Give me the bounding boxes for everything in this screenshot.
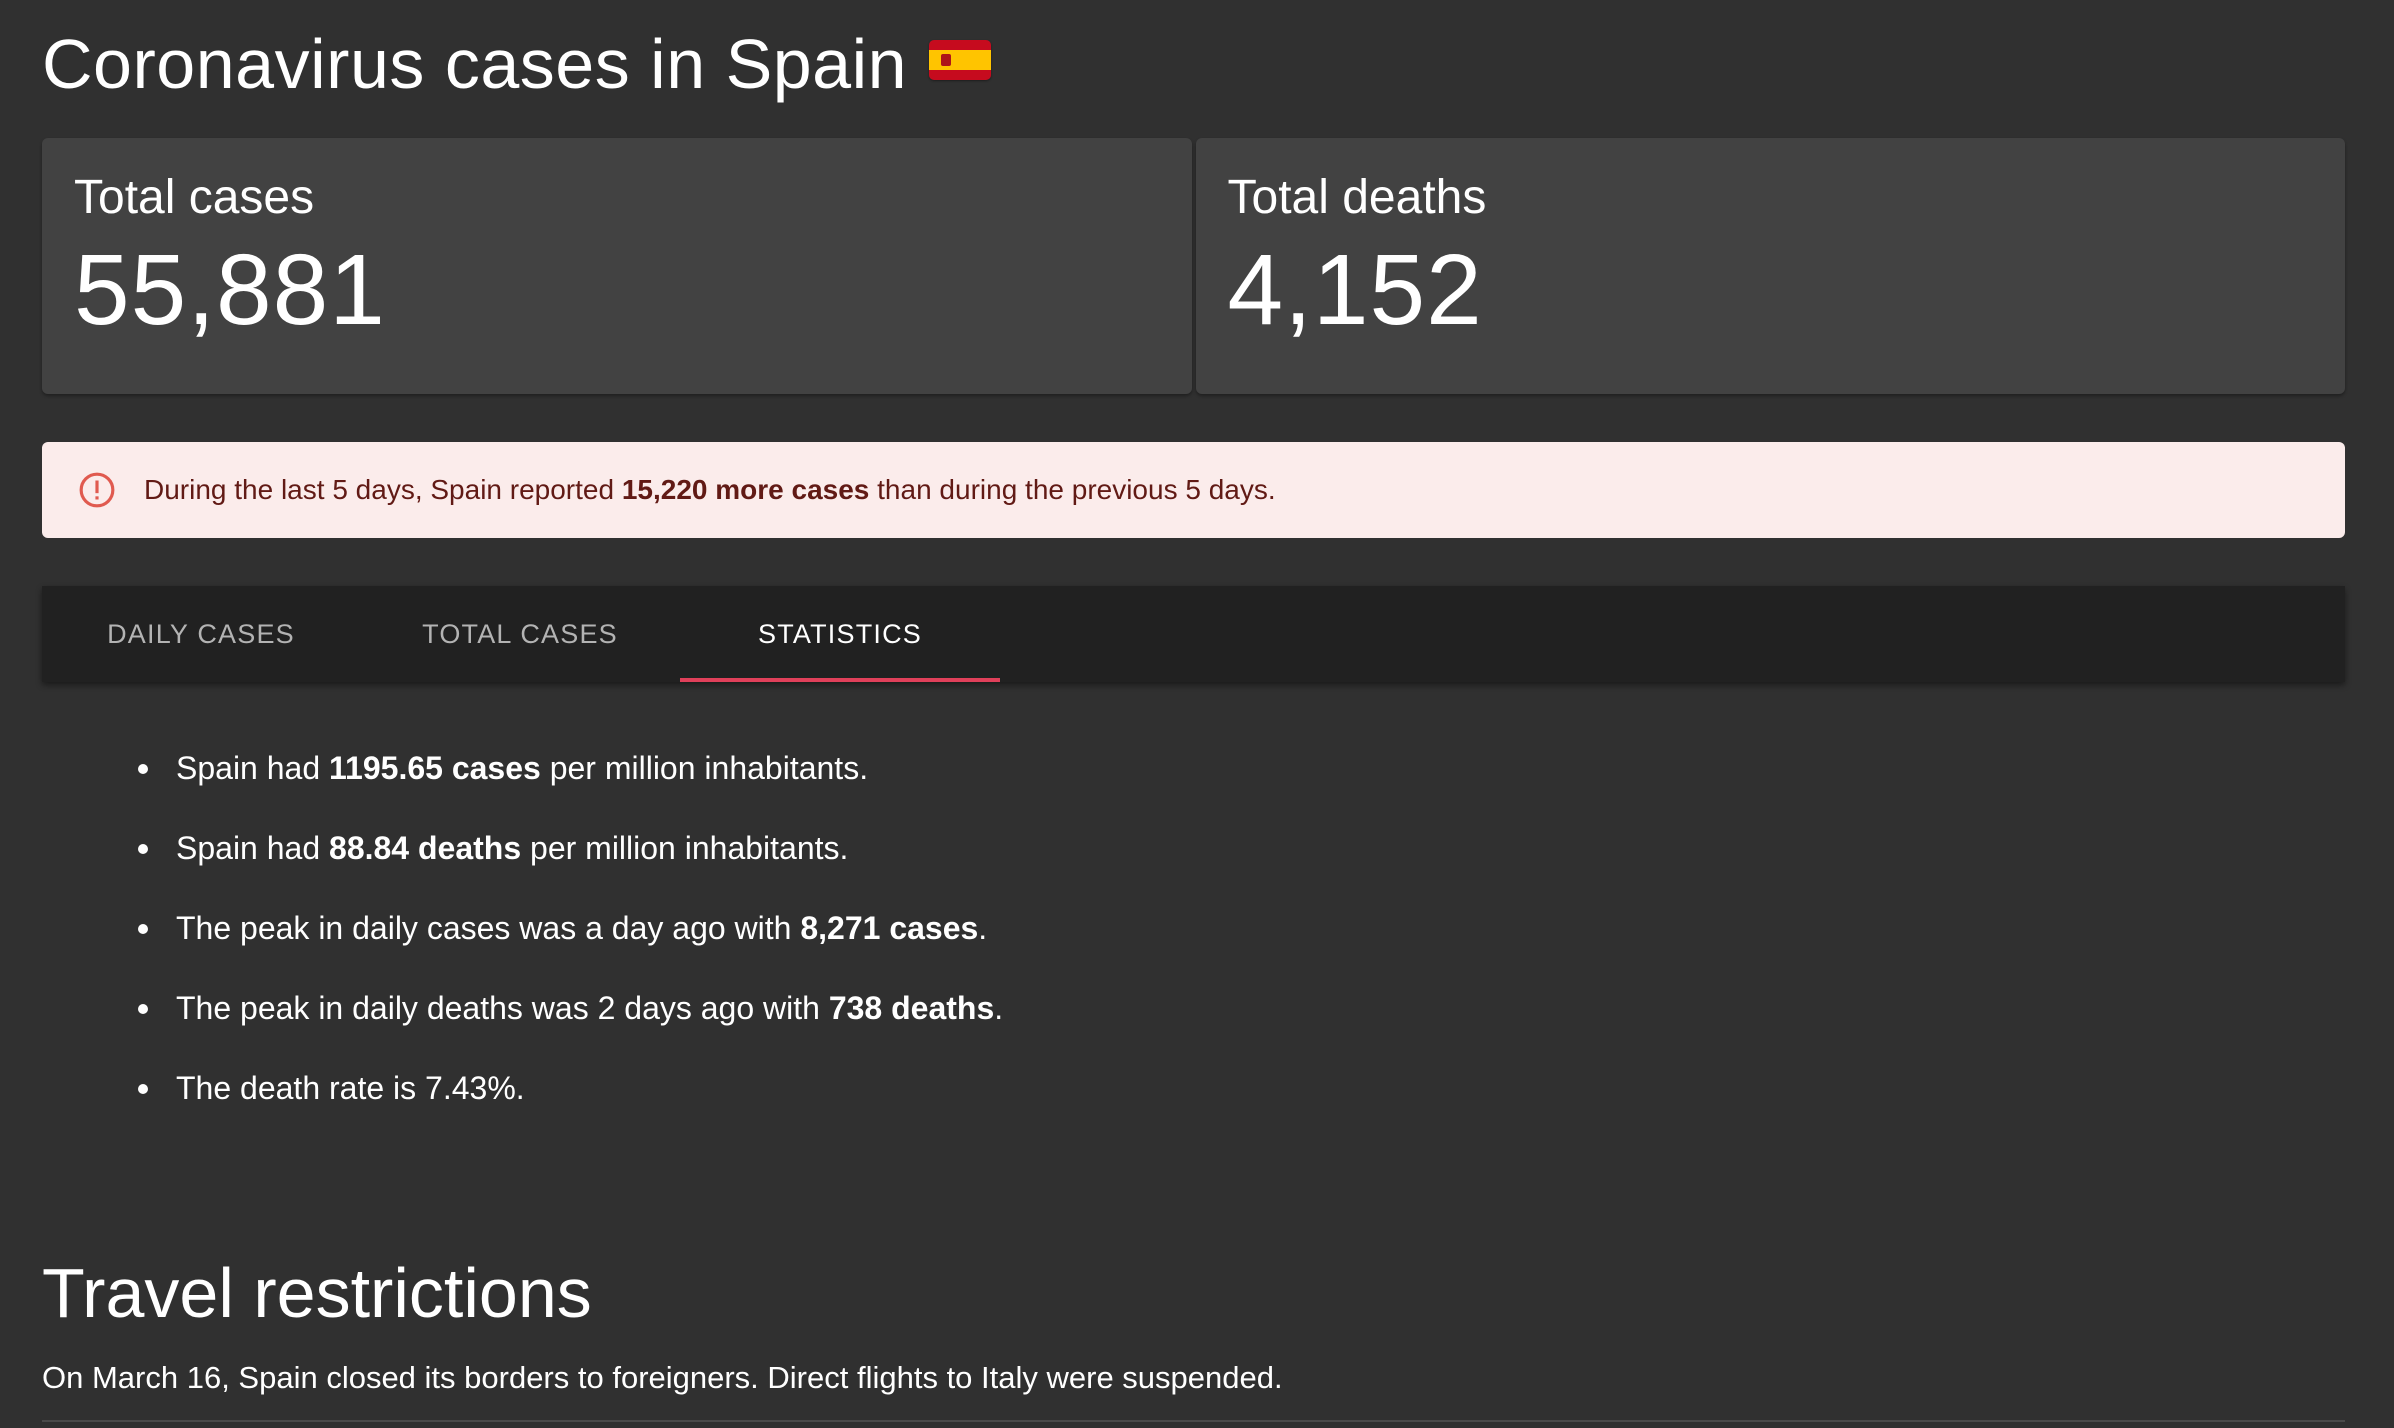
bullet-icon (138, 924, 148, 934)
total-cases-card: Total cases 55,881 (42, 138, 1192, 394)
bullet-icon (138, 844, 148, 854)
stat-text: per million inhabitants. (521, 830, 849, 866)
trend-alert: During the last 5 days, Spain reported 1… (42, 442, 2345, 538)
alert-text-suffix: than during the previous 5 days. (869, 474, 1276, 505)
stat-text: per million inhabitants. (540, 750, 869, 786)
alert-text-prefix: During the last 5 days, Spain reported (144, 474, 622, 505)
list-item: Spain had 88.84 deaths per million inhab… (138, 832, 1003, 912)
statistics-list: Spain had 1195.65 cases per million inha… (138, 752, 1003, 1152)
title-row: Coronavirus cases in Spain (42, 22, 992, 106)
list-item: Spain had 1195.65 cases per million inha… (138, 752, 1003, 832)
total-deaths-value: 4,152 (1227, 234, 1483, 346)
stat-text: The peak in daily deaths was 2 days ago … (176, 990, 829, 1026)
total-deaths-card: Total deaths 4,152 (1195, 138, 2345, 394)
list-item: The death rate is 7.43%. (138, 1072, 1003, 1152)
stat-text: Spain had (176, 830, 330, 866)
stat-text: . (994, 990, 1004, 1026)
tab-total-cases[interactable]: TOTAL CASES (422, 618, 618, 649)
divider (42, 1420, 2345, 1422)
spain-flag-icon (929, 40, 992, 80)
travel-restrictions-heading: Travel restrictions (42, 1254, 592, 1332)
alert-text-highlight: 15,220 more cases (621, 474, 870, 505)
stat-value: 1195.65 cases (329, 750, 541, 786)
travel-restrictions-text: On March 16, Spain closed its borders to… (42, 1360, 1283, 1395)
alert-circle-icon (79, 472, 115, 508)
list-item: The peak in daily cases was a day ago wi… (138, 912, 1003, 992)
bullet-icon (138, 764, 148, 774)
tab-statistics[interactable]: STATISTICS (680, 586, 1000, 682)
stat-value: 8,271 cases (800, 910, 979, 946)
stat-text: The death rate is 7.43%. (176, 1070, 525, 1106)
total-cases-label: Total cases (74, 171, 315, 224)
bullet-icon (138, 1004, 148, 1014)
stat-text: . (978, 910, 988, 946)
summary-cards: Total cases 55,881 Total deaths 4,152 (42, 138, 2345, 394)
stat-value: 738 deaths (828, 990, 995, 1026)
bullet-icon (138, 1084, 148, 1094)
stat-text: Spain had (176, 750, 330, 786)
page-title: Coronavirus cases in Spain (42, 25, 908, 103)
total-deaths-label: Total deaths (1227, 171, 1487, 224)
alert-text: During the last 5 days, Spain reported 1… (144, 474, 1276, 506)
tab-daily-cases[interactable]: DAILY CASES (107, 618, 295, 649)
total-cases-value: 55,881 (74, 234, 386, 346)
stat-text: The peak in daily cases was a day ago wi… (176, 910, 801, 946)
stat-value: 88.84 deaths (329, 830, 522, 866)
list-item: The peak in daily deaths was 2 days ago … (138, 992, 1003, 1072)
chart-tabs: DAILY CASES TOTAL CASES STATISTICS (42, 586, 2345, 682)
